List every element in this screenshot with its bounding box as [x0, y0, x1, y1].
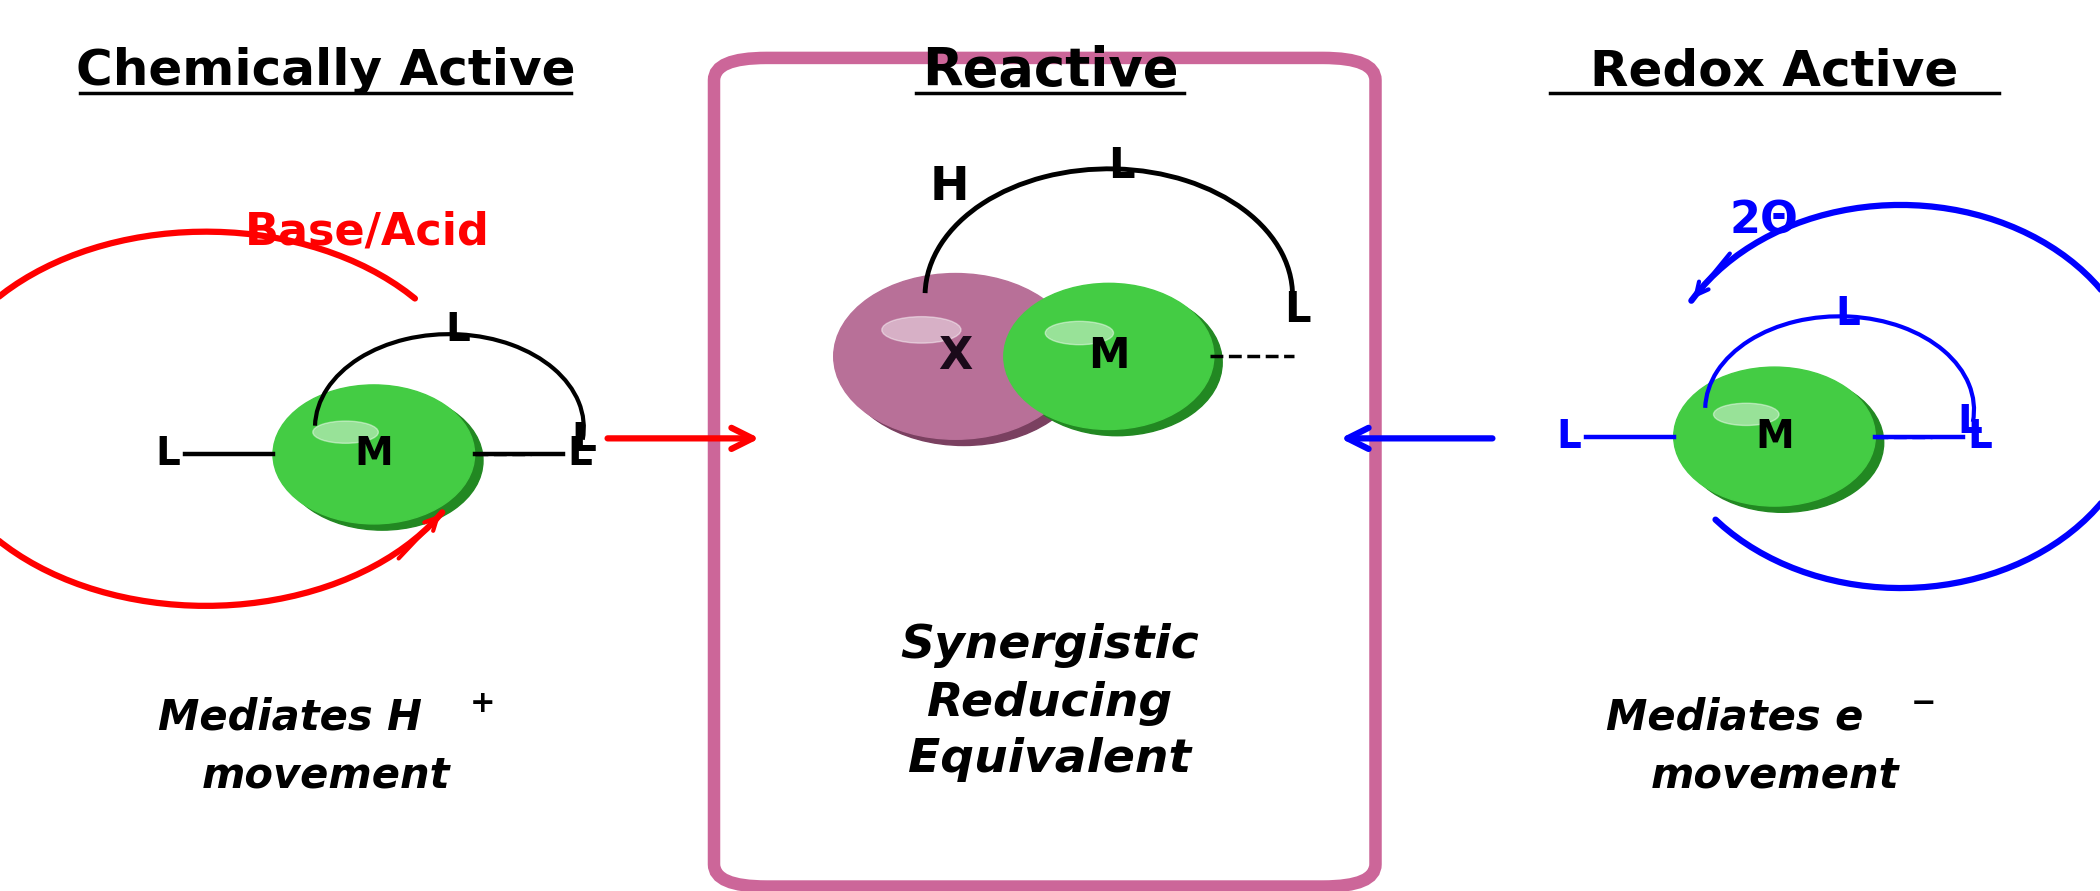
Ellipse shape [1674, 367, 1875, 506]
Ellipse shape [313, 421, 378, 444]
FancyBboxPatch shape [714, 58, 1376, 887]
Text: M: M [1088, 335, 1130, 378]
Ellipse shape [1682, 373, 1884, 512]
Text: −: − [1911, 690, 1936, 718]
Ellipse shape [882, 316, 962, 343]
Text: Synergistic: Synergistic [901, 624, 1199, 668]
Text: M: M [1756, 418, 1793, 455]
Text: movement: movement [202, 754, 449, 797]
Text: L: L [1968, 418, 1993, 455]
Text: Mediates H: Mediates H [158, 696, 422, 739]
Text: L: L [1285, 289, 1310, 331]
Ellipse shape [273, 385, 475, 524]
Text: Mediates e: Mediates e [1606, 696, 1863, 739]
Text: M: M [355, 436, 393, 473]
Text: L: L [155, 436, 181, 473]
Text: Base/Acid: Base/Acid [246, 210, 489, 253]
Ellipse shape [281, 391, 483, 530]
Text: L: L [567, 436, 592, 473]
Text: L: L [445, 311, 470, 348]
Text: Equivalent: Equivalent [909, 737, 1191, 781]
Text: Redox Active: Redox Active [1590, 47, 1959, 95]
Ellipse shape [834, 274, 1077, 439]
Text: L: L [1109, 144, 1134, 187]
Ellipse shape [1012, 290, 1222, 436]
Ellipse shape [1714, 404, 1779, 426]
Text: movement: movement [1651, 754, 1898, 797]
Ellipse shape [842, 280, 1086, 446]
Text: L: L [1835, 295, 1861, 332]
Text: H: H [930, 165, 968, 209]
Text: L: L [1556, 418, 1581, 455]
Ellipse shape [1004, 283, 1214, 429]
Text: 2Θ: 2Θ [1730, 200, 1798, 242]
Text: +: + [470, 690, 496, 718]
Ellipse shape [1046, 322, 1113, 345]
Text: Chemically Active: Chemically Active [76, 47, 575, 95]
Text: Reducing: Reducing [928, 682, 1172, 726]
Text: Reactive: Reactive [922, 45, 1178, 97]
Text: L: L [571, 421, 596, 459]
Text: L: L [1957, 404, 1982, 441]
Text: X: X [939, 335, 972, 378]
